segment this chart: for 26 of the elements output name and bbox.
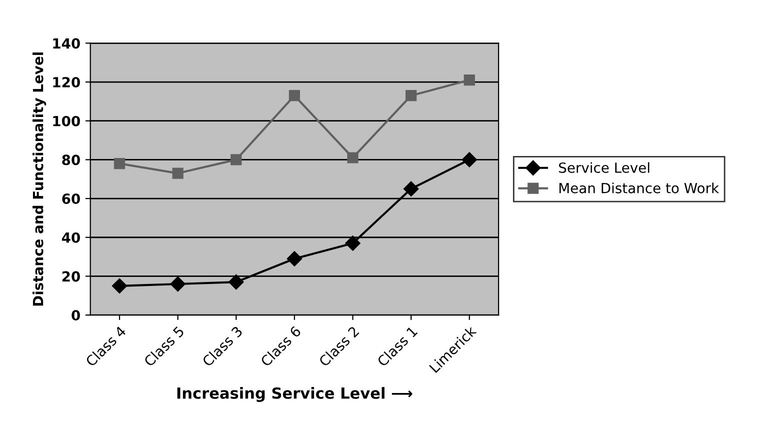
point [404,181,419,196]
y-tick-label: 120 [53,76,80,88]
point [170,276,186,292]
y-tick-label: 60 [62,194,80,204]
point [406,90,417,102]
point [172,168,184,179]
y-tick-label: 40 [62,232,80,243]
point [462,152,477,168]
point [347,152,358,164]
y-tick-label: 0 [72,310,80,321]
point [286,251,302,266]
y-tick-label: 20 [62,271,80,282]
legend-label: Mean Distance to Work [559,182,719,194]
y-tick-label: 80 [62,154,80,166]
point [112,278,128,294]
point [228,274,244,290]
point [345,236,360,251]
point [114,158,126,170]
point [464,74,475,86]
y-tick-label: 140 [53,38,80,49]
legend-label: Service Level [559,162,650,173]
y-tick-label: 100 [53,116,80,126]
y-axis-title: Distance and Functionality Level [32,52,46,306]
point [230,154,242,166]
x-axis-title: Increasing Service Level ⟶ [177,387,412,402]
point [288,90,300,102]
